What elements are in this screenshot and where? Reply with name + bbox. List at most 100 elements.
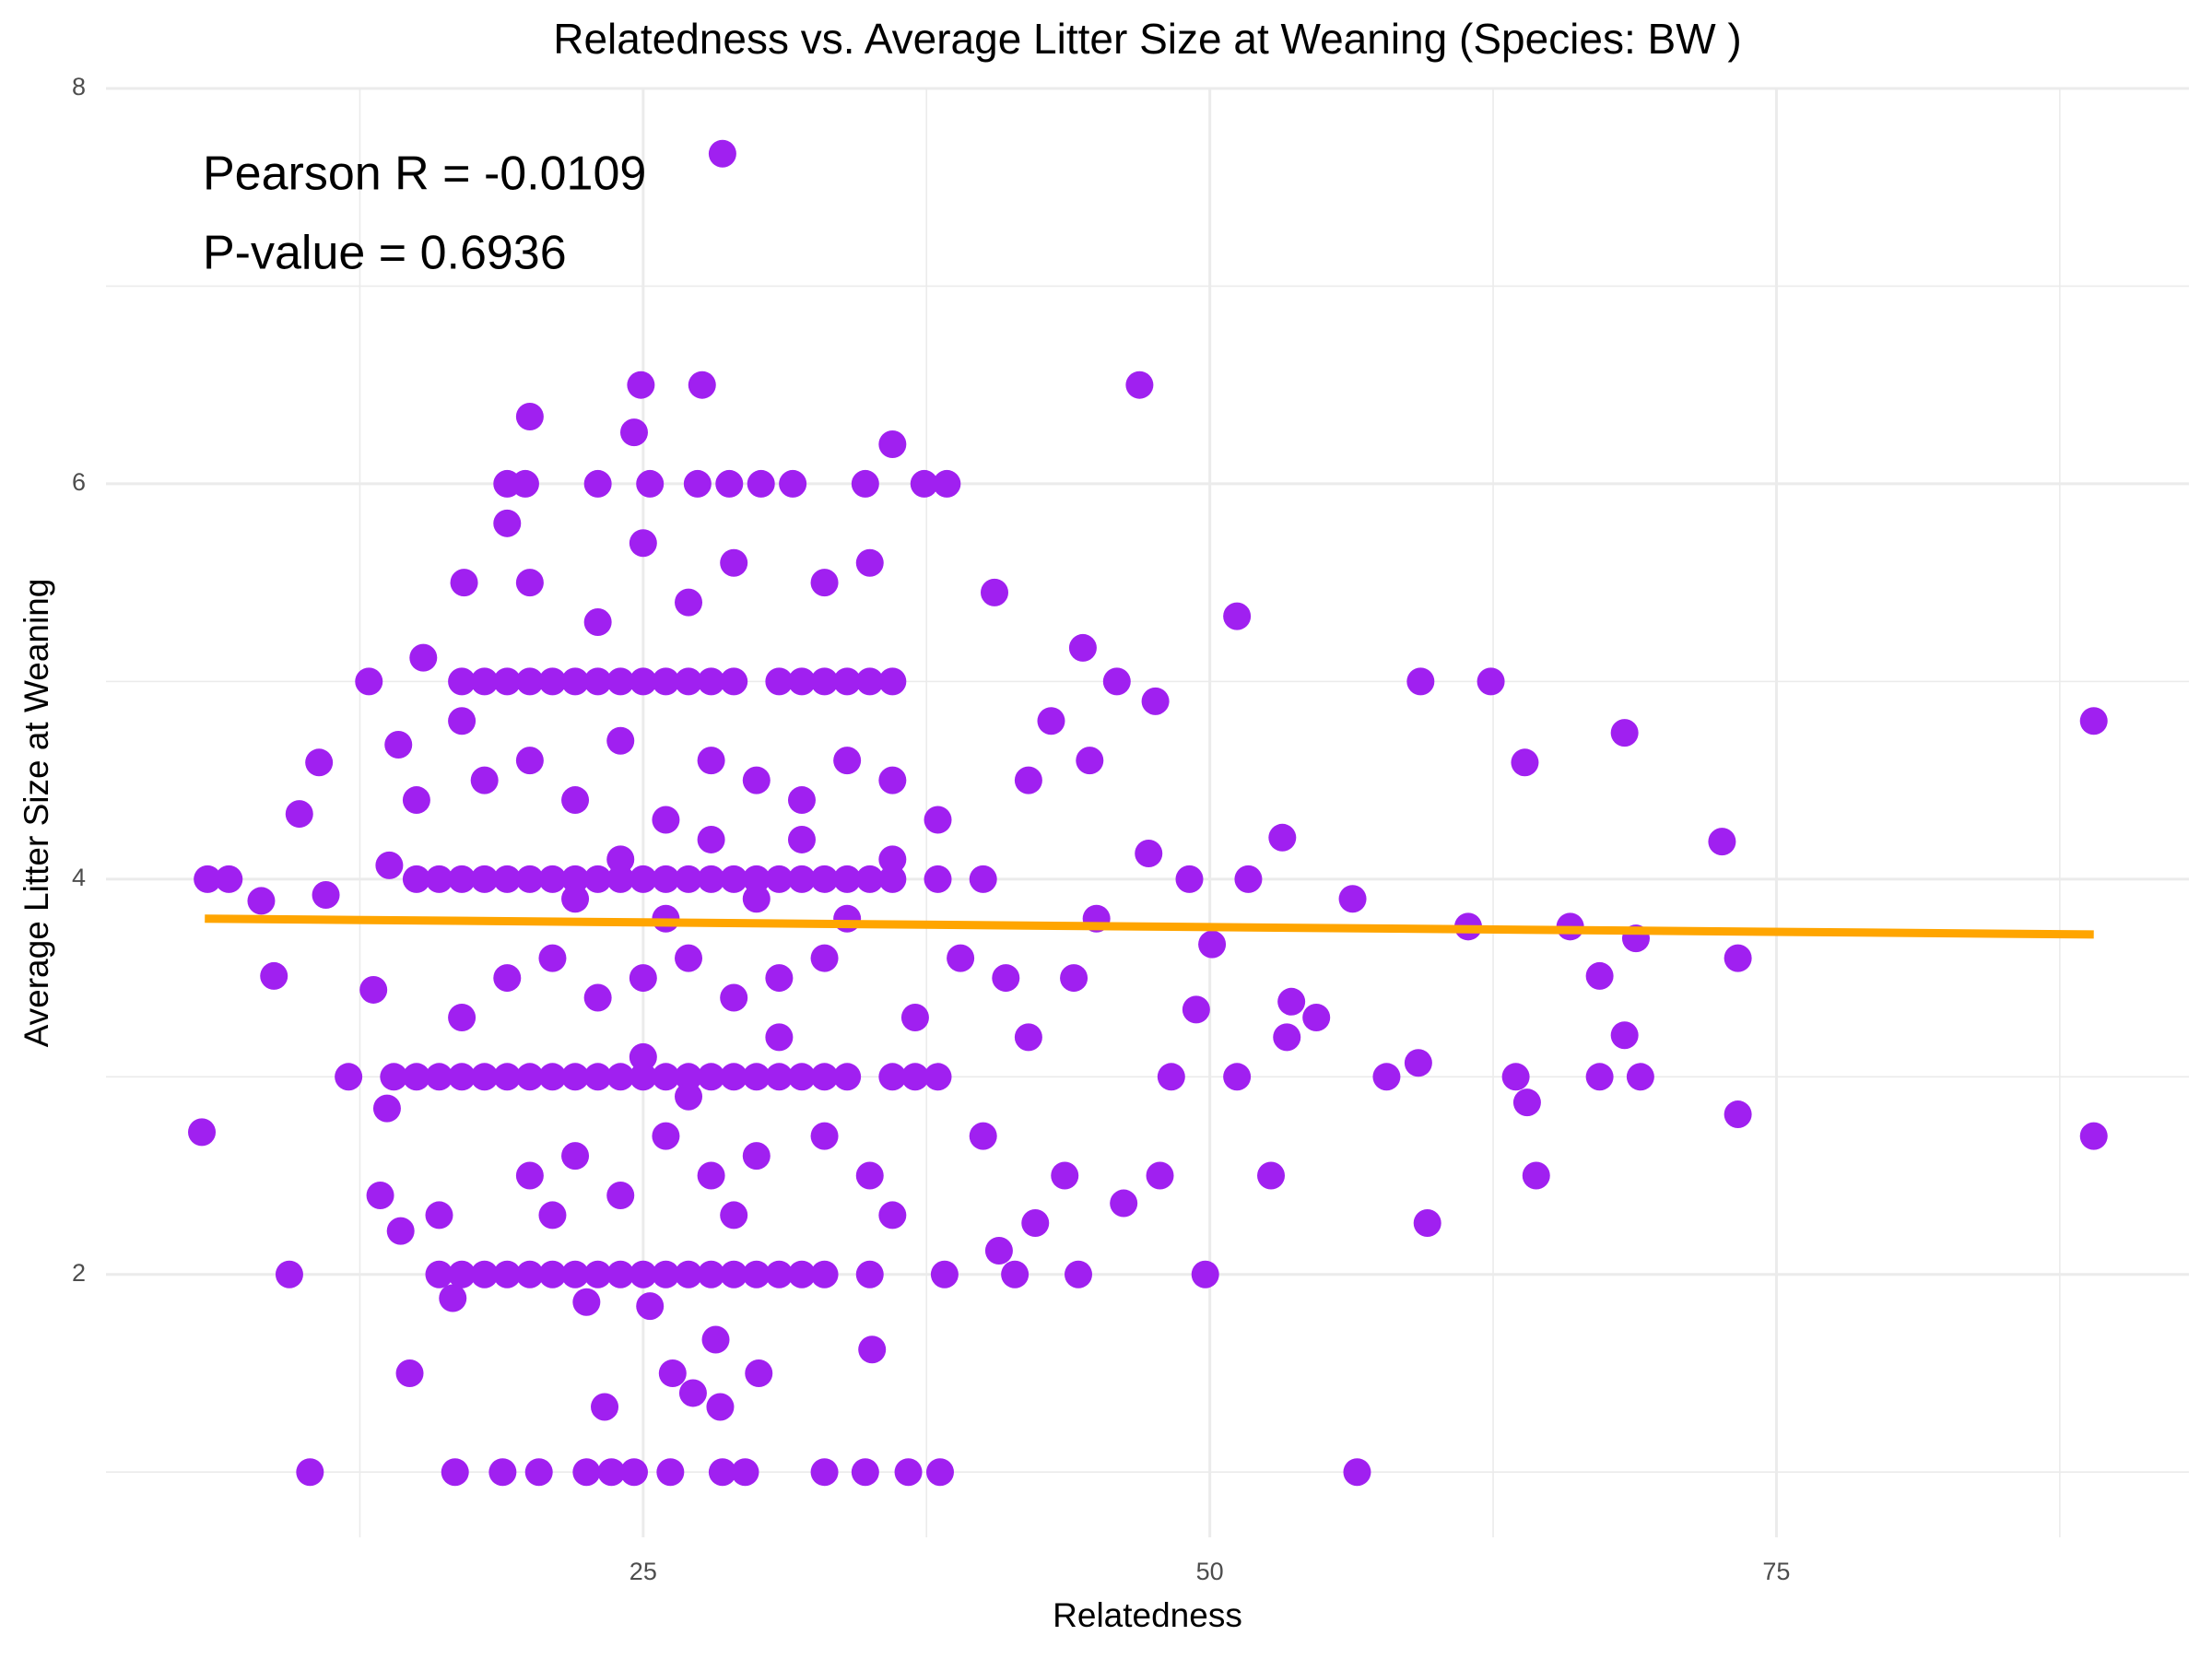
point bbox=[747, 469, 775, 498]
point bbox=[855, 1161, 884, 1190]
point bbox=[765, 1063, 794, 1091]
point bbox=[606, 845, 635, 874]
point bbox=[981, 578, 1009, 606]
point bbox=[992, 964, 1020, 993]
point bbox=[779, 469, 807, 498]
point bbox=[833, 667, 862, 696]
point bbox=[583, 608, 612, 637]
point bbox=[425, 1063, 453, 1091]
point bbox=[1585, 961, 1614, 990]
point bbox=[924, 865, 952, 893]
point bbox=[1102, 667, 1131, 696]
point bbox=[629, 529, 657, 558]
point bbox=[652, 1063, 680, 1091]
point bbox=[402, 865, 430, 893]
point bbox=[493, 1260, 522, 1288]
point bbox=[878, 766, 907, 794]
point bbox=[1501, 1063, 1530, 1091]
point bbox=[701, 1325, 730, 1354]
point bbox=[833, 1063, 862, 1091]
point bbox=[335, 1063, 363, 1091]
point bbox=[720, 1260, 748, 1288]
point bbox=[515, 569, 544, 597]
point bbox=[629, 1260, 657, 1288]
point bbox=[1406, 667, 1435, 696]
point bbox=[409, 643, 438, 672]
point bbox=[493, 509, 522, 537]
point bbox=[731, 1458, 759, 1487]
point bbox=[1146, 1161, 1174, 1190]
point bbox=[627, 371, 655, 399]
point bbox=[538, 865, 567, 893]
point bbox=[515, 403, 544, 431]
point bbox=[878, 865, 907, 893]
point bbox=[720, 548, 748, 577]
point bbox=[715, 469, 744, 498]
point bbox=[1223, 602, 1252, 630]
point bbox=[1001, 1260, 1030, 1288]
point bbox=[742, 1063, 771, 1091]
point bbox=[652, 667, 680, 696]
point bbox=[675, 1260, 703, 1288]
point bbox=[697, 1161, 725, 1190]
point bbox=[1068, 633, 1097, 662]
point bbox=[515, 865, 544, 893]
point bbox=[606, 726, 635, 755]
point bbox=[493, 865, 522, 893]
point bbox=[1223, 1063, 1252, 1091]
point bbox=[1610, 719, 1639, 747]
point bbox=[1037, 707, 1065, 735]
point bbox=[787, 667, 816, 696]
point bbox=[493, 1063, 522, 1091]
point bbox=[215, 865, 243, 893]
point bbox=[910, 469, 938, 498]
point bbox=[561, 885, 590, 913]
point bbox=[1372, 1063, 1401, 1091]
point bbox=[787, 825, 816, 853]
point bbox=[1724, 944, 1752, 972]
point bbox=[765, 865, 794, 893]
point bbox=[1268, 823, 1297, 852]
point bbox=[636, 1292, 665, 1321]
point bbox=[448, 1003, 477, 1031]
point bbox=[675, 1063, 703, 1091]
point bbox=[810, 865, 839, 893]
point bbox=[855, 667, 884, 696]
point bbox=[493, 667, 522, 696]
point bbox=[470, 667, 499, 696]
point bbox=[1277, 987, 1306, 1016]
point bbox=[395, 1359, 424, 1387]
point bbox=[1110, 1189, 1138, 1218]
point bbox=[448, 1260, 477, 1288]
point bbox=[720, 865, 748, 893]
point bbox=[375, 851, 404, 879]
point bbox=[1014, 1023, 1042, 1052]
y-tick-label: 6 bbox=[72, 468, 86, 496]
y-axis-label: Average Litter Size at Weaning bbox=[18, 579, 55, 1048]
point bbox=[969, 1122, 997, 1150]
point bbox=[833, 865, 862, 893]
point bbox=[312, 881, 340, 910]
point bbox=[878, 430, 907, 459]
point bbox=[652, 1260, 680, 1288]
trend-line bbox=[205, 914, 2094, 939]
point bbox=[597, 1458, 626, 1487]
point bbox=[742, 1260, 771, 1288]
point bbox=[2079, 707, 2108, 735]
point bbox=[425, 1201, 453, 1230]
annotation: P-value = 0.6936 bbox=[203, 227, 567, 280]
point bbox=[787, 786, 816, 815]
point bbox=[493, 964, 522, 993]
point bbox=[384, 731, 413, 759]
point bbox=[538, 1201, 567, 1230]
x-tick-label: 50 bbox=[1196, 1558, 1224, 1585]
point bbox=[583, 865, 612, 893]
point bbox=[515, 667, 544, 696]
point bbox=[583, 1260, 612, 1288]
point bbox=[697, 1063, 725, 1091]
plot-marks bbox=[188, 139, 2108, 1487]
point bbox=[855, 548, 884, 577]
point bbox=[515, 1161, 544, 1190]
grid: 25 50 75 2 4 6 8 bbox=[72, 73, 2189, 1585]
point bbox=[787, 865, 816, 893]
